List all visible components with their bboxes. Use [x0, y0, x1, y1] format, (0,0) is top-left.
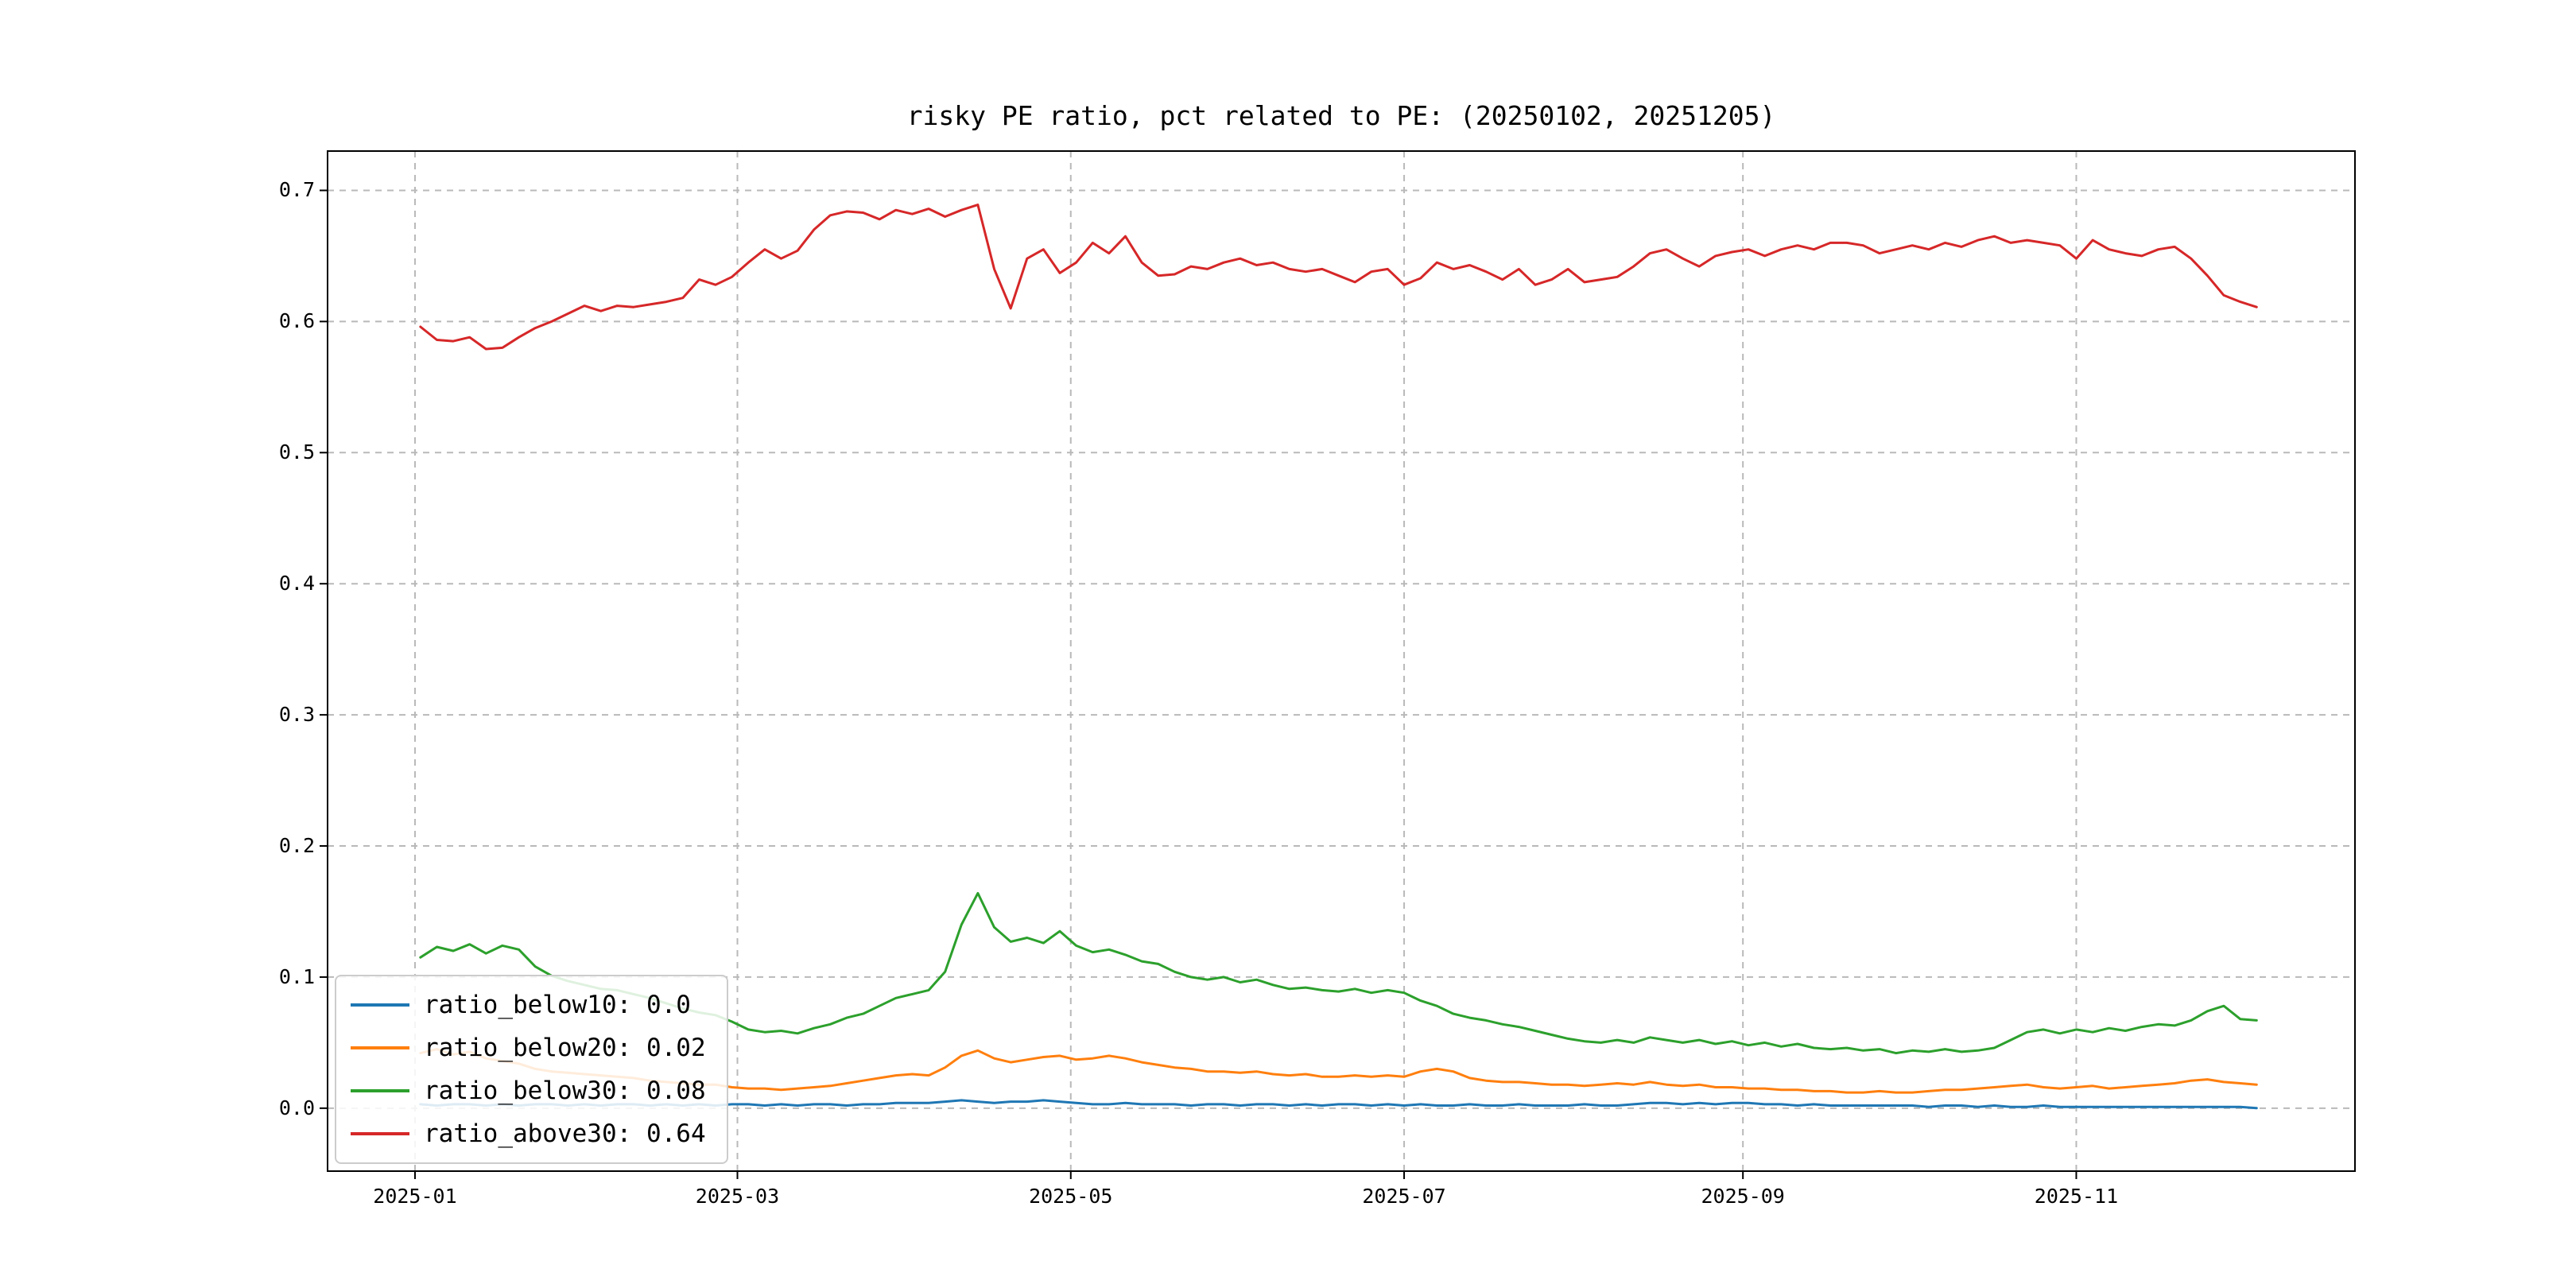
x-tick-label: 2025-03 [695, 1185, 780, 1208]
x-tick-label: 2025-09 [1701, 1185, 1785, 1208]
legend-item: ratio_above30: 0.64 [351, 1115, 706, 1153]
y-tick-label: 0.7 [278, 178, 315, 202]
legend-label: ratio_below10: 0.0 [424, 991, 691, 1019]
x-tick-label: 2025-07 [1362, 1185, 1446, 1208]
legend-line-swatch [351, 1132, 409, 1135]
y-tick-label: 0.5 [278, 440, 315, 464]
legend-label: ratio_above30: 0.64 [424, 1119, 706, 1148]
x-tick-label: 2025-01 [373, 1185, 457, 1208]
y-tick-label: 0.1 [278, 964, 315, 988]
x-tick-label: 2025-11 [2034, 1185, 2119, 1208]
series-line-ratio_above30 [419, 204, 2258, 351]
legend-line-swatch [351, 1003, 409, 1007]
plot-border [327, 150, 2356, 1172]
legend-label: ratio_below30: 0.08 [424, 1077, 706, 1105]
legend-item: ratio_below10: 0.0 [351, 986, 706, 1024]
y-tick-label: 0.6 [278, 309, 315, 333]
legend-label: ratio_below20: 0.02 [424, 1034, 706, 1062]
y-tick-label: 0.3 [278, 703, 315, 727]
legend-line-swatch [351, 1046, 409, 1049]
chart-title: risky PE ratio, pct related to PE: (2025… [906, 100, 1776, 131]
x-tick-label: 2025-05 [1029, 1185, 1113, 1208]
legend-line-swatch [351, 1089, 409, 1092]
y-tick-label: 0.2 [278, 834, 315, 858]
y-tick-label: 0.0 [278, 1096, 315, 1119]
y-tick-label: 0.4 [278, 572, 315, 596]
legend-item: ratio_below30: 0.08 [351, 1072, 706, 1110]
legend-item: ratio_below20: 0.02 [351, 1029, 706, 1067]
legend: ratio_below10: 0.0 ratio_below20: 0.02 r… [335, 975, 728, 1164]
